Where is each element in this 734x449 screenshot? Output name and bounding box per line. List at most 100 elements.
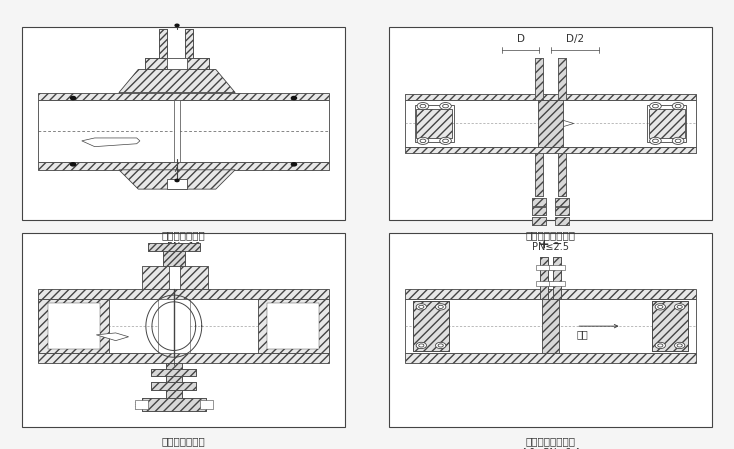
Bar [555, 198, 569, 206]
Bar [532, 217, 546, 225]
Bar [142, 398, 206, 411]
Circle shape [418, 305, 424, 308]
Bar [558, 154, 566, 196]
Circle shape [70, 97, 76, 100]
Polygon shape [561, 119, 574, 128]
Text: 高压透镜垫孔板: 高压透镜垫孔板 [161, 436, 206, 446]
Text: 径距取压标准孔板: 径距取压标准孔板 [526, 230, 575, 240]
Bar [553, 257, 562, 299]
Circle shape [438, 305, 443, 308]
Bar [553, 257, 562, 299]
Bar [536, 265, 552, 270]
Bar [405, 147, 696, 154]
Circle shape [443, 139, 448, 143]
Text: D/2: D/2 [566, 34, 584, 44]
Text: +: + [539, 238, 549, 251]
Bar [549, 265, 565, 270]
Circle shape [420, 104, 426, 108]
Bar [535, 58, 543, 100]
Text: D: D [517, 34, 525, 44]
Bar [405, 290, 696, 299]
Bar [162, 251, 185, 266]
Circle shape [438, 344, 443, 347]
Circle shape [417, 137, 429, 145]
Bar [405, 93, 696, 100]
Bar [535, 58, 543, 100]
Circle shape [655, 342, 666, 348]
Circle shape [417, 102, 429, 110]
Bar [145, 58, 167, 70]
Bar [185, 29, 193, 58]
Bar [653, 301, 688, 351]
Circle shape [658, 305, 663, 308]
Bar [267, 303, 319, 349]
Circle shape [675, 342, 685, 348]
Text: PN≤2.5: PN≤2.5 [532, 242, 569, 251]
Polygon shape [96, 333, 128, 341]
Bar [535, 154, 543, 196]
Circle shape [175, 179, 179, 181]
Bar [558, 154, 566, 196]
Bar [38, 299, 109, 353]
Text: 4.0≤PN≤6.4: 4.0≤PN≤6.4 [520, 448, 581, 449]
Bar [181, 266, 208, 290]
Circle shape [655, 304, 666, 310]
Circle shape [675, 104, 681, 108]
Bar [159, 29, 167, 58]
Bar [532, 207, 546, 215]
Bar [555, 207, 569, 215]
Bar [142, 398, 206, 411]
Circle shape [650, 137, 661, 145]
Bar [558, 58, 566, 100]
Bar [148, 243, 200, 251]
Circle shape [675, 304, 685, 310]
Polygon shape [119, 170, 235, 189]
Circle shape [440, 102, 451, 110]
Bar [167, 58, 186, 70]
Bar [389, 233, 712, 427]
Bar [549, 281, 565, 286]
Bar [38, 353, 329, 363]
Bar [413, 301, 448, 351]
Bar [649, 109, 685, 138]
Circle shape [653, 139, 658, 143]
Circle shape [675, 139, 681, 143]
Bar [145, 58, 209, 70]
Bar [151, 369, 197, 376]
Text: PN≤10: PN≤10 [167, 242, 200, 251]
Bar [532, 207, 546, 215]
Bar [539, 257, 548, 299]
Bar [537, 100, 564, 147]
Bar [405, 299, 696, 353]
Text: −: − [552, 238, 562, 251]
Circle shape [672, 137, 684, 145]
Circle shape [650, 102, 661, 110]
Bar [416, 109, 452, 138]
Circle shape [653, 104, 658, 108]
Bar [555, 207, 569, 215]
Bar [151, 382, 197, 390]
Circle shape [443, 104, 448, 108]
Bar [158, 299, 190, 353]
Bar [48, 303, 100, 349]
Bar [532, 198, 546, 206]
Bar [647, 105, 686, 142]
Bar [166, 363, 182, 401]
Bar [200, 400, 213, 409]
Bar [532, 217, 546, 225]
Bar [555, 217, 569, 225]
Circle shape [658, 344, 663, 347]
Polygon shape [119, 70, 235, 92]
Bar [413, 301, 448, 351]
Circle shape [420, 139, 426, 143]
Bar [38, 290, 329, 299]
Bar [38, 299, 329, 353]
Text: 法兰取压标准孔板: 法兰取压标准孔板 [526, 436, 575, 446]
Circle shape [418, 344, 424, 347]
Bar [159, 29, 167, 58]
Bar [405, 100, 696, 147]
Text: 流向: 流向 [576, 329, 588, 339]
Bar [653, 301, 688, 351]
Circle shape [677, 344, 683, 347]
Circle shape [416, 342, 426, 348]
